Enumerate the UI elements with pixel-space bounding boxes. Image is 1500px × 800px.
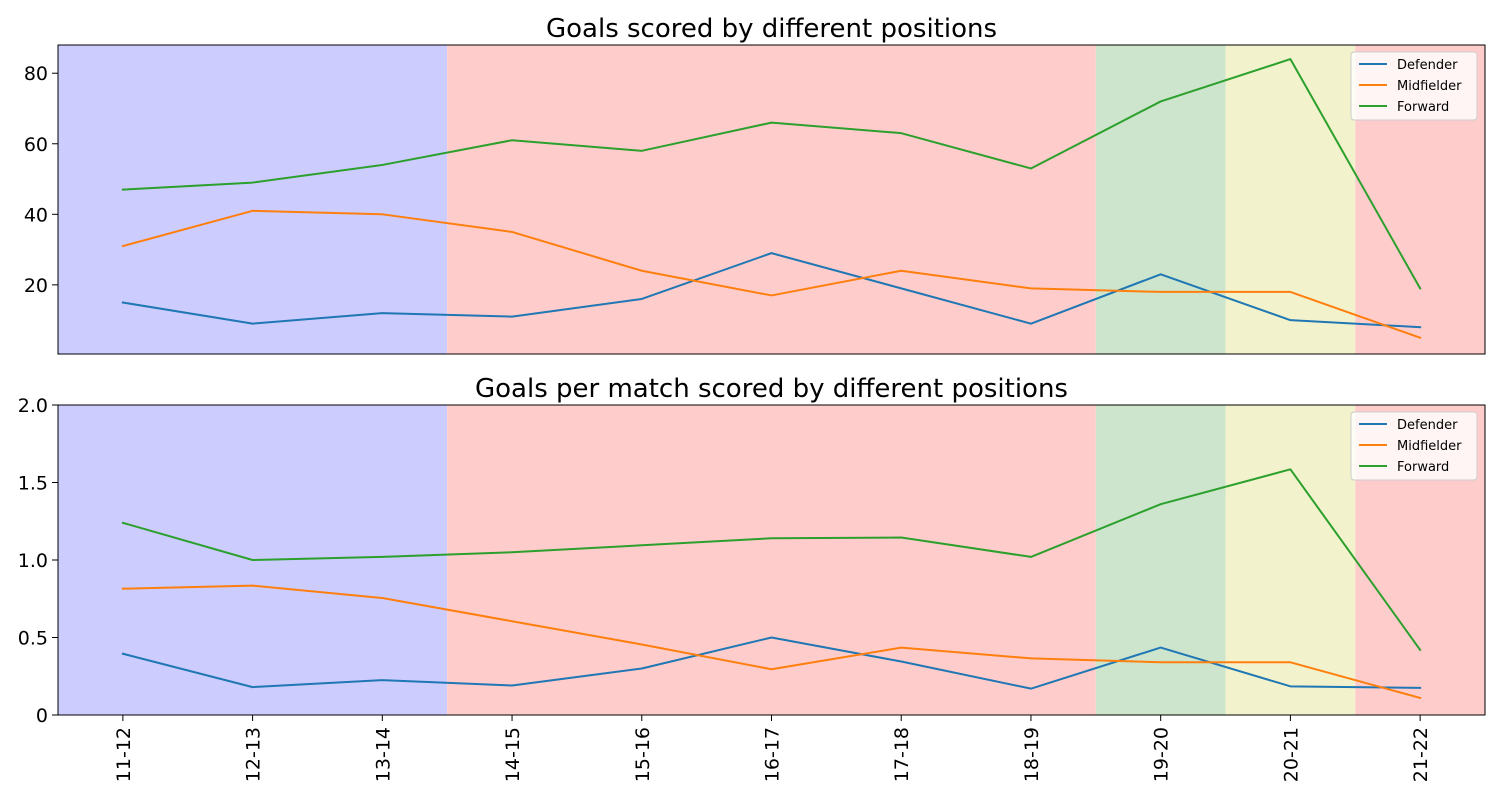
legend-label: Forward	[1397, 460, 1449, 475]
x-tick-label: 20-21	[1280, 727, 1302, 782]
x-tick-label: 18-19	[1021, 727, 1043, 782]
series-lines	[121, 468, 1422, 700]
x-tick-label: 11-12	[113, 727, 135, 782]
x-tick-label: 16-17	[762, 727, 784, 782]
y-tick-label: 80	[24, 63, 48, 85]
y-tick-label: 60	[24, 134, 48, 156]
chart-title: Goals per match scored by different posi…	[475, 374, 1068, 404]
y-tick-label: 1.0	[18, 550, 48, 572]
legend-label: Midfielder	[1397, 439, 1462, 454]
x-tick-label: 12-13	[243, 727, 265, 782]
series-line-forward	[121, 58, 1422, 290]
y-tick-label: 40	[24, 204, 48, 226]
x-axis: 11-12 12-13 13-14 14-15 15-16 16-17 17-18 18-19…	[113, 715, 1432, 782]
y-tick-label: 1.5	[18, 473, 48, 495]
background-band	[1095, 45, 1226, 354]
background-band	[58, 45, 448, 354]
y-tick-label: 0.5	[18, 628, 48, 650]
x-tick-label: 15-16	[632, 727, 654, 782]
background-band	[447, 45, 1096, 354]
x-tick-label: 21-22	[1410, 727, 1432, 782]
goals-per-match-chart: Goals per match scored by different posi…	[18, 374, 1486, 782]
legend: Defender Midfielder Forward	[1350, 51, 1478, 121]
series-lines	[121, 58, 1422, 340]
x-tick-label: 14-15	[502, 727, 524, 782]
y-tick-label: 2.0	[18, 395, 48, 417]
x-tick-label: 13-14	[372, 727, 394, 782]
series-line-midfielder	[121, 584, 1422, 700]
chart-title: Goals scored by different positions	[546, 14, 997, 44]
background-band	[1095, 405, 1226, 715]
legend: Defender Midfielder Forward	[1350, 411, 1478, 481]
background-band	[1225, 405, 1356, 715]
background-bands	[58, 45, 1485, 354]
background-band	[447, 405, 1096, 715]
y-axis: 20 40 60 80	[24, 63, 58, 297]
legend-box	[1350, 51, 1478, 121]
series-line-midfielder	[121, 209, 1422, 340]
x-tick-label: 19-20	[1151, 727, 1173, 782]
plot-frame	[57, 44, 1486, 355]
x-tick-label: 17-18	[891, 727, 913, 782]
y-tick-label: 20	[24, 275, 48, 297]
y-tick-label: 0	[36, 705, 48, 727]
background-band	[1225, 45, 1356, 354]
legend-label: Defender	[1397, 418, 1458, 433]
legend-box	[1350, 411, 1478, 481]
y-axis: 0 0.5 1.0 1.5 2.0	[18, 395, 58, 727]
legend-label: Forward	[1397, 100, 1449, 115]
series-line-forward	[121, 468, 1422, 652]
series-line-defender	[121, 252, 1422, 329]
goals-chart: Goals scored by different positions 20 40…	[24, 14, 1486, 355]
series-line-defender	[121, 636, 1422, 690]
legend-label: Midfielder	[1397, 79, 1462, 94]
legend-label: Defender	[1397, 58, 1458, 73]
